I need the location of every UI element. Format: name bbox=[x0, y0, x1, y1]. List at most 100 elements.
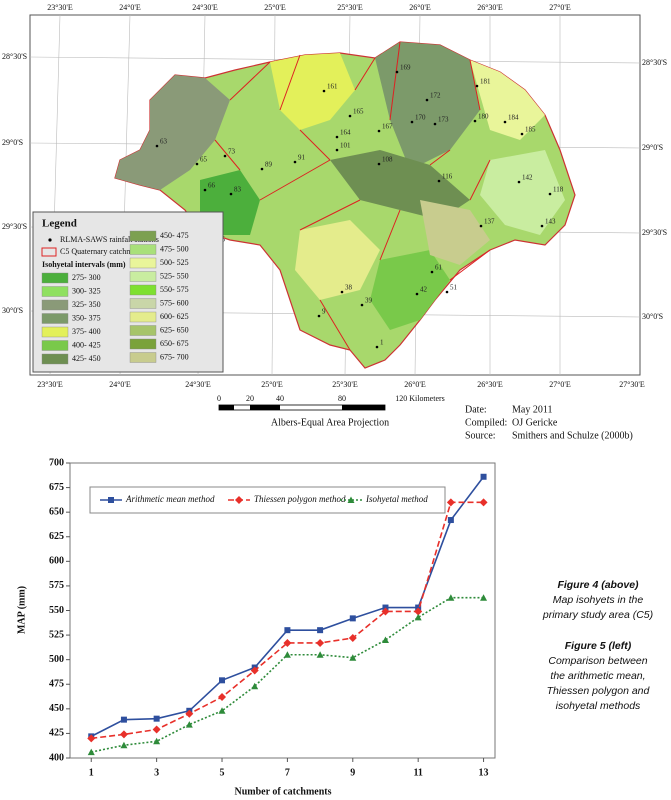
x-tick-label: 5 bbox=[220, 767, 225, 778]
station-label: 172 bbox=[430, 92, 441, 100]
station-label: 116 bbox=[442, 173, 453, 181]
y-tick-label: 700 bbox=[49, 457, 64, 468]
marker bbox=[120, 741, 128, 749]
interval-swatch bbox=[41, 353, 69, 365]
legend-marker bbox=[347, 496, 355, 503]
station bbox=[503, 120, 507, 124]
station-label: 83 bbox=[234, 186, 242, 194]
legend-marker bbox=[108, 497, 114, 503]
station bbox=[293, 160, 297, 164]
station-label: 38 bbox=[345, 284, 353, 292]
y-tick-label: 450 bbox=[49, 703, 64, 714]
station-label: 185 bbox=[525, 126, 536, 134]
interval-label: 625- 650 bbox=[160, 325, 189, 334]
interval-label: 350- 375 bbox=[72, 313, 101, 322]
station-label: 65 bbox=[200, 156, 208, 164]
station-label: 39 bbox=[365, 297, 373, 305]
station bbox=[425, 98, 429, 102]
station bbox=[223, 154, 227, 158]
station-label: 101 bbox=[340, 142, 351, 150]
station-label: 181 bbox=[480, 78, 491, 86]
station-label: 169 bbox=[400, 64, 411, 72]
lon-label: 23°30'E bbox=[47, 3, 73, 12]
interval-label: 425- 450 bbox=[72, 354, 101, 363]
marker bbox=[414, 607, 423, 616]
station-label: 42 bbox=[420, 286, 428, 294]
credit-key: Source: bbox=[465, 430, 496, 441]
lon-label: 26°0'E bbox=[404, 380, 426, 389]
lon-label: 26°0'E bbox=[409, 3, 431, 12]
station-label: 1 bbox=[380, 339, 384, 347]
lat-label: 30°0'S bbox=[642, 312, 663, 321]
interval-swatch bbox=[129, 271, 157, 282]
station bbox=[430, 270, 434, 274]
marker bbox=[152, 725, 161, 734]
interval-label: 525- 550 bbox=[160, 271, 189, 280]
credit-value: May 2011 bbox=[512, 404, 552, 415]
station bbox=[340, 290, 344, 294]
interval-label: 400- 425 bbox=[72, 340, 101, 349]
lat-label: 29°0'S bbox=[2, 138, 23, 147]
marker bbox=[414, 613, 422, 621]
catchment-symbol bbox=[41, 247, 57, 257]
scale-label: 80 bbox=[338, 394, 346, 403]
marker bbox=[317, 627, 324, 634]
lat-label: 29°30'S bbox=[2, 222, 27, 231]
lon-label: 27°30'E bbox=[619, 380, 645, 389]
marker bbox=[348, 634, 357, 643]
lon-label: 24°0'E bbox=[119, 3, 141, 12]
credit-value: Smithers and Schulze (2000b) bbox=[512, 430, 633, 441]
station bbox=[433, 122, 437, 126]
lon-label: 25°0'E bbox=[261, 380, 283, 389]
lat-label: 28°30'S bbox=[642, 58, 667, 67]
marker bbox=[218, 707, 226, 714]
x-tick-label: 3 bbox=[154, 767, 159, 778]
x-tick-label: 11 bbox=[413, 767, 422, 778]
y-tick-label: 550 bbox=[49, 605, 64, 616]
interval-label: 450- 475 bbox=[160, 231, 189, 240]
marker bbox=[218, 693, 227, 702]
marker bbox=[446, 498, 455, 507]
marker bbox=[185, 721, 193, 728]
station-label: 63 bbox=[160, 138, 168, 146]
scale-label: 40 bbox=[276, 394, 284, 403]
marker bbox=[87, 748, 95, 756]
marker bbox=[250, 666, 259, 675]
marker bbox=[381, 607, 390, 616]
x-axis-label: Number of catchments bbox=[234, 786, 331, 797]
marker bbox=[381, 636, 389, 643]
interval-swatch bbox=[41, 326, 69, 338]
marker bbox=[87, 734, 96, 743]
interval-swatch bbox=[129, 338, 157, 350]
station bbox=[548, 192, 552, 196]
station bbox=[395, 70, 399, 74]
marker bbox=[349, 615, 356, 622]
lon-label: 24°30'E bbox=[185, 380, 211, 389]
interval-swatch bbox=[129, 244, 157, 255]
credit-key: Date: bbox=[465, 404, 487, 415]
chart-legend-box bbox=[89, 486, 446, 514]
interval-label: 600- 625 bbox=[160, 312, 189, 321]
station-label: 137 bbox=[484, 218, 495, 226]
marker bbox=[120, 716, 127, 723]
station-label: 108 bbox=[382, 156, 393, 164]
interval-swatch bbox=[129, 284, 157, 296]
interval-label: 675- 700 bbox=[160, 352, 189, 361]
station bbox=[229, 192, 233, 196]
station bbox=[360, 303, 364, 307]
marker bbox=[219, 677, 226, 684]
legend-marker bbox=[235, 496, 243, 504]
lon-label: 27°0'E bbox=[549, 3, 571, 12]
legend-label: Isohyetal method bbox=[365, 494, 428, 504]
lon-label: 25°30'E bbox=[337, 3, 363, 12]
station bbox=[520, 132, 524, 136]
station-label: 143 bbox=[545, 218, 556, 226]
station bbox=[410, 120, 414, 124]
y-tick-label: 575 bbox=[49, 580, 64, 591]
station-label: 164 bbox=[340, 129, 351, 137]
lon-label: 27°0'E bbox=[549, 380, 571, 389]
interval-swatch bbox=[41, 313, 69, 324]
caption-title: Figure 4 (above) bbox=[557, 579, 639, 591]
marker bbox=[119, 730, 128, 739]
